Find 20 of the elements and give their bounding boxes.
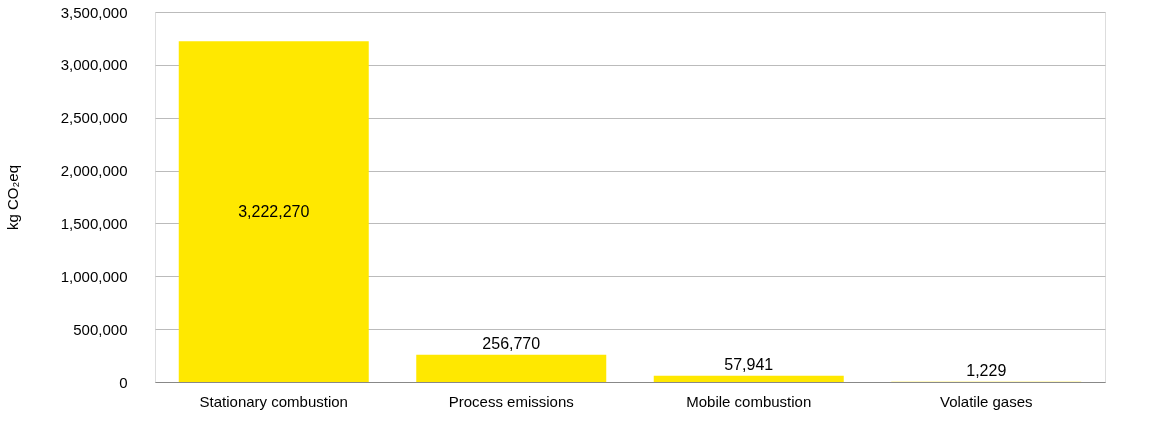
y-tick-label: 1,500,000	[60, 214, 128, 232]
y-tick-label: 2,000,000	[60, 162, 128, 180]
x-tick-label: Volatile gases	[939, 392, 1033, 410]
data-label: 256,770	[482, 334, 541, 352]
y-tick-label: 500,000	[73, 320, 128, 338]
y-tick-label: 3,500,000	[60, 3, 128, 21]
y-tick-label: 3,000,000	[60, 56, 128, 74]
data-label: 1,229	[966, 361, 1007, 379]
x-tick-label: Process emissions	[448, 392, 574, 410]
y-tick-label: 1,000,000	[60, 267, 128, 285]
y-tick-label: 0	[119, 373, 128, 391]
y-tick-label: 2,500,000	[60, 109, 128, 127]
y-axis-title: kg CO₂eq	[3, 164, 21, 231]
x-tick-label: Stationary combustion	[199, 392, 348, 410]
data-label: 3,222,270	[238, 202, 310, 220]
data-label: 57,941	[724, 355, 774, 373]
bar	[653, 375, 844, 382]
bar	[416, 354, 607, 382]
x-tick-label: Mobile combustion	[686, 392, 812, 410]
bar	[178, 41, 369, 382]
